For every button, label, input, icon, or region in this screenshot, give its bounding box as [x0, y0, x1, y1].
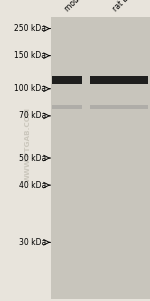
Bar [51, 17, 150, 299]
Bar [52, 76, 82, 84]
Text: 50 kDa: 50 kDa [19, 154, 46, 163]
Text: 70 kDa: 70 kDa [19, 111, 46, 120]
Text: 150 kDa: 150 kDa [15, 51, 46, 60]
Bar [90, 76, 148, 84]
Text: 100 kDa: 100 kDa [15, 84, 46, 93]
Text: WWW.PTGAB.COM: WWW.PTGAB.COM [25, 107, 31, 182]
Text: mouse brain: mouse brain [63, 0, 103, 14]
Bar [52, 105, 82, 109]
Text: 30 kDa: 30 kDa [19, 238, 46, 247]
Text: 250 kDa: 250 kDa [15, 24, 46, 33]
Text: 40 kDa: 40 kDa [19, 181, 46, 190]
Bar [90, 105, 148, 109]
Text: rat brain: rat brain [111, 0, 141, 14]
